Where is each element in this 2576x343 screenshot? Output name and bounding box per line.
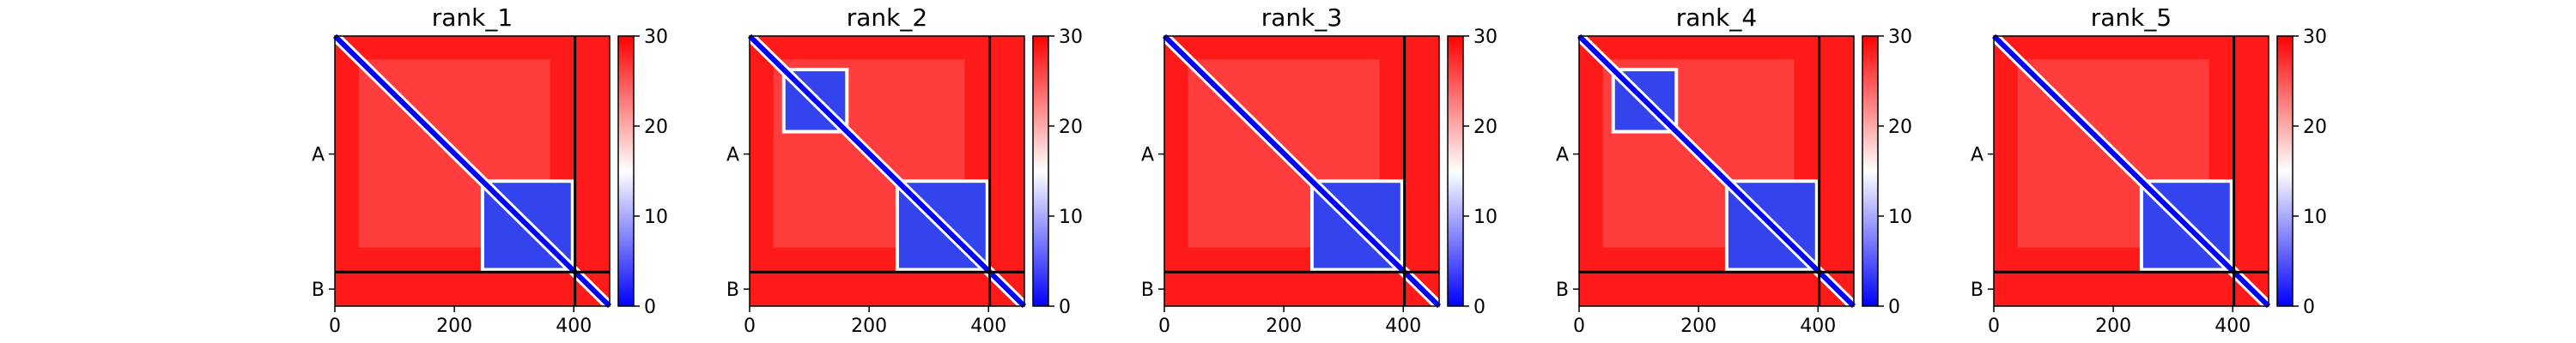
colorbar-tick-label: 0 (1888, 297, 1900, 318)
plot-frame (749, 35, 1025, 307)
x-tick-label: 200 (436, 316, 472, 337)
heatmap-diagonal (747, 33, 1027, 309)
chain-label-B: B (312, 280, 325, 301)
colorbar-tick-label: 10 (1888, 207, 1912, 228)
chain-label-A: A (1971, 145, 1984, 166)
chain-label-B: B (1141, 280, 1154, 301)
panel-title: rank_4 (1676, 3, 1757, 32)
colorbar-tick-label: 0 (644, 297, 656, 318)
colorbar-tick-label: 10 (2303, 207, 2327, 228)
colorbar-tick-label: 30 (2303, 27, 2327, 48)
x-tick-label: 200 (851, 316, 887, 337)
x-tick-label: 0 (1988, 316, 2000, 337)
colorbar (1862, 35, 1879, 307)
colorbar-tick-label: 10 (1473, 207, 1498, 228)
chain-label-A: A (1556, 145, 1569, 166)
colorbar-tick-label: 20 (1473, 117, 1498, 138)
panel-title: rank_2 (847, 3, 927, 32)
colorbar-tick-label: 20 (1888, 117, 1912, 138)
x-tick-label: 0 (329, 316, 341, 337)
heatmap-diagonal (332, 33, 612, 309)
chain-label-B: B (1971, 280, 1984, 301)
x-tick-label: 0 (744, 316, 756, 337)
colorbar-tick-label: 20 (1059, 117, 1083, 138)
plot-frame (334, 35, 611, 307)
heatmap-diagonal (1162, 33, 1442, 309)
colorbar (1447, 35, 1464, 307)
x-tick-label: 400 (1800, 316, 1836, 337)
plot-frame (1578, 35, 1855, 307)
x-tick-label: 0 (1158, 316, 1170, 337)
x-tick-label: 400 (970, 316, 1006, 337)
colorbar-tick-label: 20 (2303, 117, 2327, 138)
colorbar-tick-label: 30 (1473, 27, 1498, 48)
x-tick-label: 200 (1266, 316, 1302, 337)
plot-frame (1163, 35, 1440, 307)
x-tick-label: 400 (556, 316, 592, 337)
heatmap-diagonal (1577, 33, 1856, 309)
colorbar (2276, 35, 2293, 307)
x-tick-label: 200 (2095, 316, 2131, 337)
panel-title: rank_1 (432, 3, 513, 32)
chain-label-A: A (726, 145, 739, 166)
colorbar-tick-label: 0 (2303, 297, 2315, 318)
panel-title: rank_5 (2091, 3, 2172, 32)
heatmap-diagonal (1991, 33, 2271, 309)
x-tick-label: 0 (1573, 316, 1585, 337)
plot-frame (1993, 35, 2269, 307)
colorbar-tick-label: 30 (644, 27, 668, 48)
x-tick-label: 200 (1680, 316, 1716, 337)
x-tick-label: 400 (2215, 316, 2251, 337)
chain-label-A: A (1141, 145, 1154, 166)
colorbar-tick-label: 30 (1888, 27, 1912, 48)
colorbar (617, 35, 635, 307)
colorbar-tick-label: 10 (1059, 207, 1083, 228)
chain-label-B: B (1556, 280, 1569, 301)
colorbar-tick-label: 30 (1059, 27, 1083, 48)
colorbar-tick-label: 10 (644, 207, 668, 228)
colorbar-tick-label: 20 (644, 117, 668, 138)
colorbar-tick-label: 0 (1473, 297, 1485, 318)
colorbar (1032, 35, 1049, 307)
x-tick-label: 400 (1385, 316, 1421, 337)
colorbar-tick-label: 0 (1059, 297, 1071, 318)
chain-label-B: B (726, 280, 739, 301)
panel-title: rank_3 (1261, 3, 1342, 32)
chain-label-A: A (312, 145, 325, 166)
